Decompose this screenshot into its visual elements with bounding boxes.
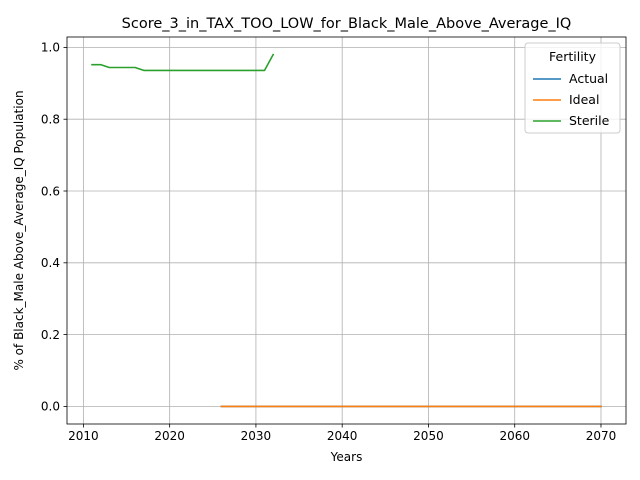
y-axis-label: % of Black_Male Above_Average_IQ Populat… <box>12 90 26 370</box>
legend-label-ideal: Ideal <box>569 92 599 107</box>
y-tick-label: 0.6 <box>41 184 60 198</box>
axis-ticks: 2010 2020 2030 2040 2050 2060 2070 0.0 0.2 0.4 0.6… <box>41 41 616 443</box>
plot-area-frame <box>66 36 627 425</box>
y-tick-label: 0.2 <box>41 328 60 342</box>
x-tick-label: 2050 <box>413 429 444 443</box>
grid <box>67 37 626 424</box>
x-axis-label: Years <box>330 450 363 464</box>
y-tick-label: 0.4 <box>41 256 60 270</box>
x-tick-label: 2030 <box>241 429 272 443</box>
y-tick-label: 0.0 <box>41 400 60 414</box>
y-tick-label: 0.8 <box>41 113 60 127</box>
x-tick-label: 2020 <box>154 429 185 443</box>
legend-box <box>524 42 621 134</box>
x-tick-label: 2010 <box>68 429 99 443</box>
x-tick-label: 2070 <box>586 429 617 443</box>
legend-label-sterile: Sterile <box>569 113 610 128</box>
x-tick-label: 2060 <box>499 429 530 443</box>
x-tick-label: 2040 <box>327 429 358 443</box>
series-lines <box>91 53 602 408</box>
chart-title: Score_3_in_TAX_TOO_LOW_for_Black_Male_Ab… <box>122 16 572 32</box>
series-line-sterile <box>91 53 275 72</box>
legend-items: Actual Ideal Sterile <box>533 71 610 128</box>
y-tick-label: 1.0 <box>41 41 60 55</box>
legend: Fertility Actual Ideal Sterile <box>524 42 621 134</box>
legend-title: Fertility <box>549 49 597 64</box>
legend-label-actual: Actual <box>569 71 608 86</box>
